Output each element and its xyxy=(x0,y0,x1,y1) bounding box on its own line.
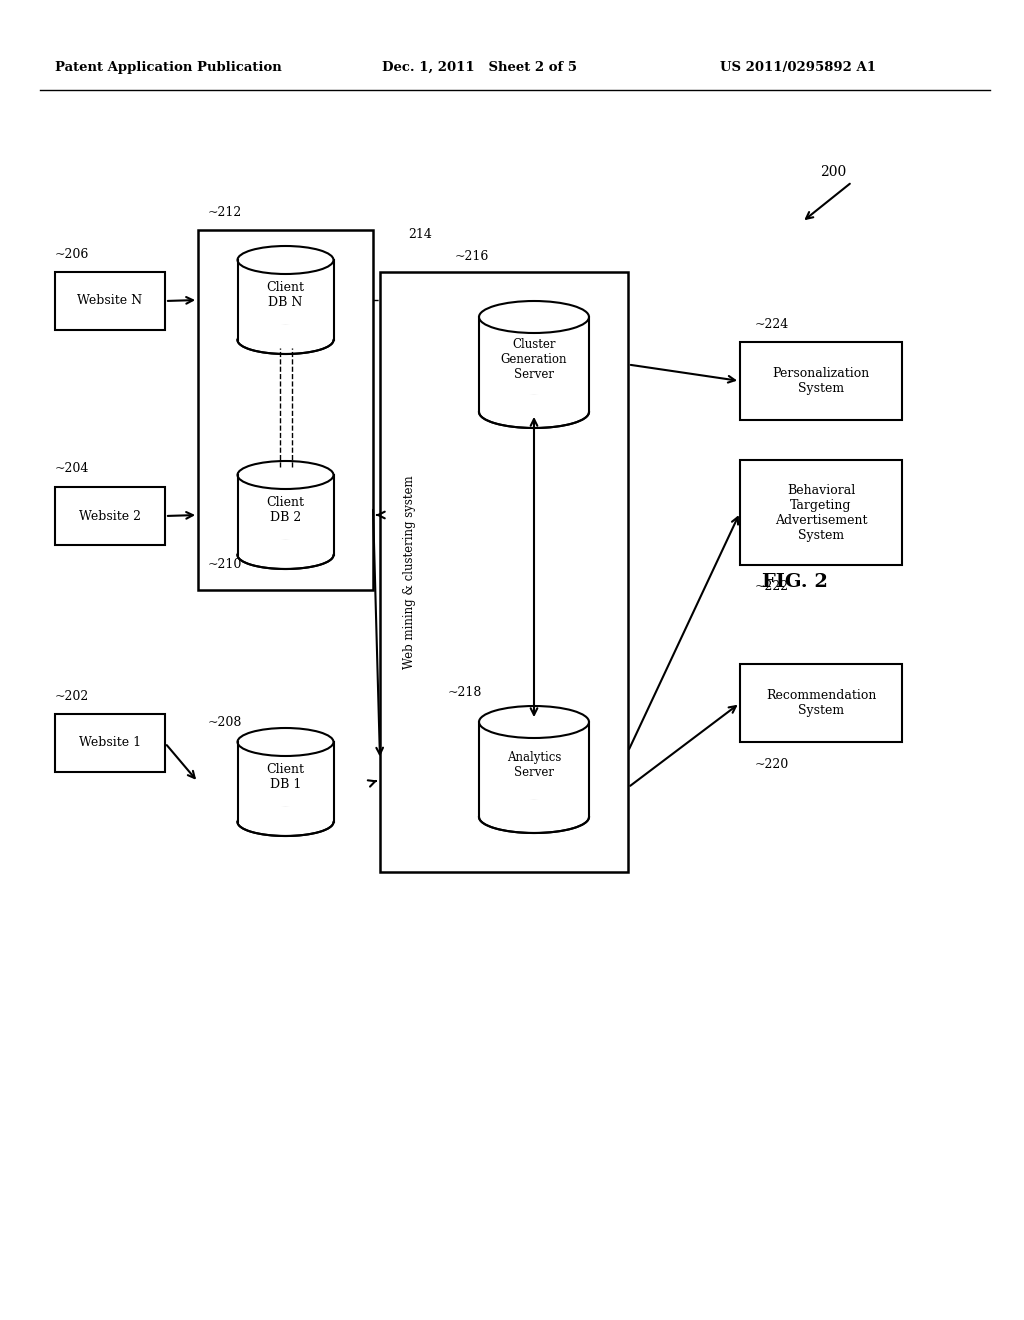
Text: Recommendation
System: Recommendation System xyxy=(766,689,877,717)
Text: 200: 200 xyxy=(820,165,846,180)
Text: Cluster
Generation
Server: Cluster Generation Server xyxy=(501,338,567,381)
Text: Website 2: Website 2 xyxy=(79,510,141,523)
Text: Web mining & clustering system: Web mining & clustering system xyxy=(403,475,417,669)
Bar xyxy=(198,230,373,590)
Bar xyxy=(479,317,589,412)
Ellipse shape xyxy=(238,808,334,836)
Bar xyxy=(478,800,590,817)
Text: Client
DB N: Client DB N xyxy=(266,281,304,309)
Ellipse shape xyxy=(479,706,589,738)
Ellipse shape xyxy=(238,461,334,488)
Text: ~218: ~218 xyxy=(449,685,482,698)
Ellipse shape xyxy=(238,246,334,275)
Text: Website N: Website N xyxy=(78,294,142,308)
Text: 214: 214 xyxy=(408,227,432,240)
Text: ~208: ~208 xyxy=(208,715,243,729)
Text: ~222: ~222 xyxy=(755,581,790,594)
Text: Website 1: Website 1 xyxy=(79,737,141,750)
Text: FIG. 2: FIG. 2 xyxy=(762,573,827,591)
Text: US 2011/0295892 A1: US 2011/0295892 A1 xyxy=(720,61,876,74)
Text: Dec. 1, 2011   Sheet 2 of 5: Dec. 1, 2011 Sheet 2 of 5 xyxy=(382,61,577,74)
Bar xyxy=(237,325,335,341)
Text: ~210: ~210 xyxy=(208,558,243,572)
Text: Client
DB 2: Client DB 2 xyxy=(266,496,304,524)
Text: ~202: ~202 xyxy=(55,689,89,702)
Bar xyxy=(740,664,902,742)
Text: ~206: ~206 xyxy=(55,248,89,260)
Text: Behavioral
Targeting
Advertisement
System: Behavioral Targeting Advertisement Syste… xyxy=(775,483,867,541)
Bar xyxy=(55,487,165,545)
Bar xyxy=(237,540,335,554)
Bar xyxy=(740,459,902,565)
Ellipse shape xyxy=(238,541,334,569)
Ellipse shape xyxy=(479,801,589,833)
Bar xyxy=(55,714,165,772)
Bar xyxy=(237,807,335,822)
Text: Client
DB 1: Client DB 1 xyxy=(266,763,304,791)
Text: ~216: ~216 xyxy=(455,251,489,264)
Bar xyxy=(55,272,165,330)
Text: Personalization
System: Personalization System xyxy=(772,367,869,395)
Ellipse shape xyxy=(238,326,334,354)
Bar xyxy=(238,742,334,822)
Bar xyxy=(740,342,902,420)
Text: Patent Application Publication: Patent Application Publication xyxy=(55,61,282,74)
Text: ~204: ~204 xyxy=(55,462,89,475)
Ellipse shape xyxy=(479,301,589,333)
Text: ~224: ~224 xyxy=(755,318,790,330)
Text: ~220: ~220 xyxy=(755,758,790,771)
Bar xyxy=(380,272,628,873)
Ellipse shape xyxy=(479,396,589,428)
Ellipse shape xyxy=(238,729,334,756)
Bar xyxy=(238,260,334,341)
Text: ~212: ~212 xyxy=(208,206,243,219)
Bar xyxy=(479,722,589,817)
Text: Analytics
Server: Analytics Server xyxy=(507,751,561,779)
Bar xyxy=(478,395,590,412)
Bar xyxy=(238,475,334,554)
